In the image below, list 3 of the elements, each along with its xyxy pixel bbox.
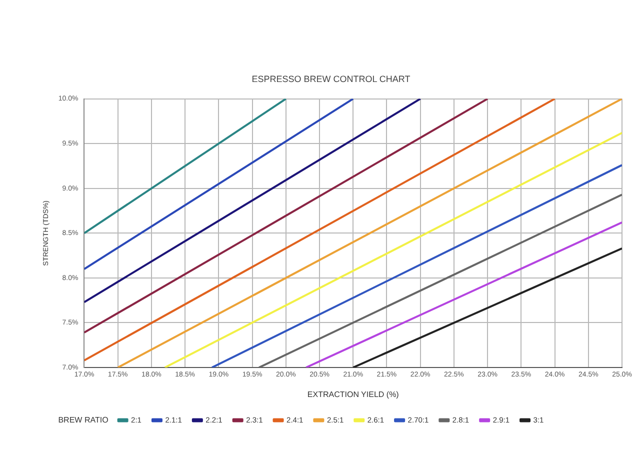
x-axis-title: EXTRACTION YIELD (%) bbox=[307, 390, 400, 399]
chart-title: ESPRESSO BREW CONTROL CHART bbox=[252, 74, 411, 84]
legend-title: BREW RATIO bbox=[58, 415, 108, 424]
